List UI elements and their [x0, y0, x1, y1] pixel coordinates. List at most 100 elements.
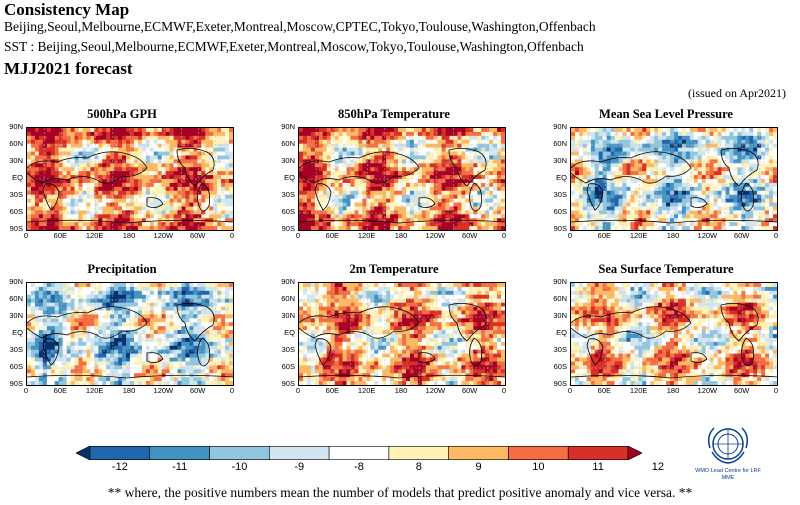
colorbar-label: 11	[592, 461, 604, 473]
sst-models-line: SST : Beijing,Seoul,Melbourne,ECMWF,Exet…	[4, 39, 584, 54]
lat-label: 90N	[553, 277, 567, 286]
lat-label: 90N	[281, 277, 295, 286]
anomaly-map	[298, 127, 506, 231]
colorbar-label: -8	[354, 461, 364, 473]
lat-label: 30N	[9, 156, 23, 165]
lon-label: 0	[567, 231, 573, 240]
lat-label: 90S	[281, 224, 295, 233]
lat-label: 60S	[9, 207, 23, 216]
colorbar-segment	[328, 446, 390, 460]
lat-label: 60N	[281, 139, 295, 148]
panel-title: Sea Surface Temperature	[598, 262, 734, 276]
colorbar-label: 9	[475, 461, 482, 473]
lat-label: 60S	[281, 207, 295, 216]
lon-label: 60E	[597, 231, 612, 240]
lon-label: 0	[23, 386, 29, 395]
lon-label: 120W	[153, 231, 174, 240]
lat-label: 90N	[9, 122, 23, 131]
forecast-title: MJJ2021 forecast	[4, 59, 133, 78]
map-panel: 500hPa GPH 90N 60N 30N EQ 30S 60S 90S 0 60E 120E 18…	[4, 107, 240, 242]
lat-label: EQ	[556, 328, 567, 337]
lat-label: 60N	[9, 294, 23, 303]
map-panel: Mean Sea Level Pressure 90N 60N 30N EQ 30S 60S…	[548, 107, 784, 242]
colorbar-label: 10	[532, 461, 545, 473]
lon-label: 0	[567, 386, 573, 395]
lon-label: 60W	[189, 231, 206, 240]
lat-label: 90S	[553, 379, 567, 388]
lat-label: 90N	[9, 277, 23, 286]
lon-label: 0	[295, 386, 301, 395]
issued-date: (issued on Apr2021)	[688, 86, 786, 100]
lat-label: 30S	[281, 345, 295, 354]
lat-label: 30S	[553, 190, 567, 199]
lon-label: 0	[773, 231, 779, 240]
colorbar-segment	[269, 446, 330, 460]
lon-label: 60W	[733, 386, 750, 395]
lon-label: 60E	[325, 386, 340, 395]
colorbar-label: 8	[415, 461, 422, 473]
lon-label: 120W	[425, 231, 446, 240]
panel-title: Precipitation	[87, 262, 157, 276]
colorbar-segment	[89, 446, 151, 460]
lon-label: 120W	[697, 386, 718, 395]
lat-label: 60S	[9, 362, 23, 371]
colorbar-label: -10	[231, 461, 248, 473]
lon-label: 60W	[461, 386, 478, 395]
anomaly-map	[570, 282, 778, 386]
lon-label: 0	[773, 386, 779, 395]
map-panel: 850hPa Temperature 90N 60N 30N EQ 30S 60S 90S 0 6…	[276, 107, 512, 242]
colorbar-arrow-right	[627, 446, 642, 460]
lon-label: 120W	[425, 386, 446, 395]
colorbar-segment	[388, 446, 449, 460]
lon-label: 120E	[629, 386, 648, 395]
lon-label: 180	[122, 231, 136, 240]
anomaly-map	[26, 282, 234, 386]
lon-label: 60E	[53, 386, 68, 395]
lat-label: EQ	[12, 328, 23, 337]
lon-label: 0	[501, 386, 507, 395]
colorbar-label: -11	[172, 461, 188, 473]
lat-label: 30N	[553, 156, 567, 165]
logo-caption: WMO Lead Centre for LRF MME	[695, 468, 761, 481]
colorbar-label: 12	[651, 461, 664, 473]
lat-label: 30S	[281, 190, 295, 199]
page-title: Consistency Map	[4, 0, 130, 19]
footnote: ** where, the positive numbers mean the …	[107, 485, 693, 500]
colorbar	[76, 446, 642, 460]
lon-label: 120E	[357, 386, 376, 395]
models-line: Beijing,Seoul,Melbourne,ECMWF,Exeter,Mon…	[4, 19, 596, 34]
lon-label: 120E	[357, 231, 376, 240]
lat-label: 30S	[9, 345, 23, 354]
lon-label: 60W	[189, 386, 206, 395]
lat-label: 30N	[553, 311, 567, 320]
lon-label: 120E	[85, 386, 104, 395]
lat-label: 30N	[9, 311, 23, 320]
map-panel: Sea Surface Temperature 90N 60N 30N EQ 30S 60S…	[548, 262, 784, 397]
anomaly-map	[298, 282, 506, 386]
lat-label: 90N	[553, 122, 567, 131]
lon-label: 0	[501, 231, 507, 240]
lat-label: EQ	[284, 173, 295, 182]
lat-label: 60S	[281, 362, 295, 371]
lon-label: 60E	[325, 231, 340, 240]
colorbar-segment	[448, 446, 509, 460]
lon-label: 120E	[85, 231, 104, 240]
colorbar-segment	[149, 446, 210, 460]
lon-label: 120W	[153, 386, 174, 395]
lat-label: 60N	[9, 139, 23, 148]
lat-label: 60N	[553, 139, 567, 148]
colorbar-label: -9	[294, 461, 305, 473]
map-panel: 2m Temperature 90N 60N 30N EQ 30S 60S 90S 0 60E 12…	[276, 262, 512, 397]
lon-label: 180	[122, 386, 136, 395]
anomaly-map	[570, 127, 778, 231]
lon-label: 60E	[597, 386, 612, 395]
lat-label: 90N	[281, 122, 295, 131]
lon-label: 180	[394, 231, 408, 240]
lon-label: 0	[229, 386, 235, 395]
colorbar-segment	[567, 446, 629, 460]
lon-label: 0	[23, 231, 29, 240]
colorbar-arrow-left	[76, 446, 91, 460]
colorbar-segment	[209, 446, 270, 460]
panel-title: 2m Temperature	[349, 262, 439, 276]
panel-title: 850hPa Temperature	[338, 107, 450, 121]
